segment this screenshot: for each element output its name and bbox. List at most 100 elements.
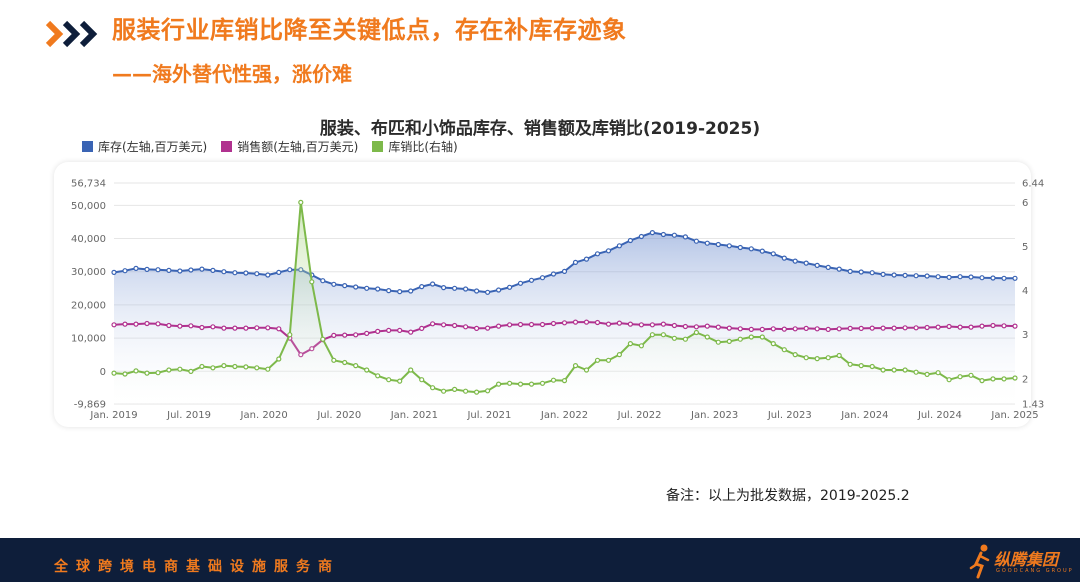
data-point-2 bbox=[759, 334, 765, 340]
data-point-2 bbox=[441, 388, 447, 394]
data-point-2 bbox=[682, 336, 689, 342]
data-point-2 bbox=[836, 352, 842, 359]
data-point-1 bbox=[276, 326, 282, 332]
data-point-2 bbox=[847, 361, 853, 367]
data-point-1 bbox=[397, 327, 403, 333]
x-tick-label: Jul. 2023 bbox=[767, 410, 812, 421]
data-point-2 bbox=[199, 363, 205, 370]
legend-item-inventory: 库存(左轴,百万美元) bbox=[82, 138, 207, 155]
x-tick-label: Jan. 2023 bbox=[690, 410, 738, 421]
data-point-1 bbox=[210, 324, 216, 330]
data-point-2 bbox=[924, 371, 930, 377]
data-point-0 bbox=[342, 283, 348, 289]
data-point-0 bbox=[583, 256, 590, 262]
page-subtitle: ——海外替代性强，涨价难 bbox=[112, 62, 352, 86]
data-point-2 bbox=[210, 365, 216, 371]
data-point-1 bbox=[122, 321, 128, 327]
data-point-1 bbox=[605, 321, 612, 327]
data-point-2 bbox=[496, 381, 502, 387]
chart-legend: 库存(左轴,百万美元) 销售额(左轴,百万美元) 库销比(右轴) bbox=[82, 138, 458, 155]
data-point-2 bbox=[320, 336, 326, 342]
data-point-2 bbox=[144, 370, 150, 376]
data-point-2 bbox=[704, 334, 710, 340]
x-tick-label: Jan. 2019 bbox=[89, 410, 137, 421]
data-point-2 bbox=[397, 378, 403, 384]
data-point-0 bbox=[792, 258, 798, 264]
data-point-2 bbox=[792, 352, 798, 358]
data-point-0 bbox=[726, 243, 732, 249]
data-point-0 bbox=[375, 286, 381, 292]
legend-swatch-ratio bbox=[372, 141, 384, 152]
data-point-0 bbox=[990, 275, 996, 281]
data-point-2 bbox=[452, 386, 458, 392]
data-point-1 bbox=[364, 330, 370, 336]
data-point-1 bbox=[649, 322, 656, 328]
data-point-2 bbox=[111, 370, 117, 376]
data-point-1 bbox=[331, 332, 337, 338]
data-point-0 bbox=[605, 248, 612, 254]
data-point-1 bbox=[616, 320, 623, 326]
data-point-1 bbox=[353, 332, 359, 338]
data-point-0 bbox=[122, 268, 128, 274]
data-point-0 bbox=[463, 286, 469, 292]
data-point-0 bbox=[660, 231, 667, 238]
data-point-0 bbox=[814, 262, 820, 268]
x-tick-label: Jul. 2020 bbox=[316, 410, 361, 421]
data-point-0 bbox=[188, 267, 194, 273]
x-tick-label: Jul. 2021 bbox=[466, 410, 511, 421]
data-point-1 bbox=[485, 325, 491, 331]
data-point-2 bbox=[572, 363, 579, 369]
data-point-0 bbox=[913, 273, 919, 279]
data-point-2 bbox=[309, 279, 315, 285]
data-point-0 bbox=[968, 274, 974, 280]
data-point-0 bbox=[199, 266, 205, 272]
data-point-0 bbox=[572, 259, 579, 265]
data-point-0 bbox=[265, 272, 271, 278]
legend-label-ratio: 库销比(右轴) bbox=[388, 140, 458, 154]
data-point-2 bbox=[561, 378, 568, 384]
data-point-1 bbox=[858, 325, 864, 331]
data-point-1 bbox=[561, 320, 568, 326]
data-point-1 bbox=[627, 321, 634, 327]
y-left-tick-label: 50,000 bbox=[71, 201, 106, 212]
data-point-2 bbox=[781, 347, 787, 353]
data-point-2 bbox=[968, 372, 974, 378]
data-point-1 bbox=[386, 327, 392, 333]
data-point-0 bbox=[364, 285, 370, 291]
data-point-2 bbox=[188, 368, 194, 374]
data-point-2 bbox=[649, 332, 656, 338]
data-point-0 bbox=[254, 271, 260, 277]
data-point-0 bbox=[704, 240, 710, 246]
y-right-tick-label: 6.44 bbox=[1022, 179, 1044, 190]
company-logo: 纵腾集团 GOODCANG GROUP bbox=[968, 542, 1072, 580]
data-note: 备注：以上为批发数据，2019-2025.2 bbox=[666, 488, 910, 504]
data-point-1 bbox=[990, 322, 996, 329]
data-point-0 bbox=[1001, 275, 1007, 281]
y-left-tick-label: 30,000 bbox=[71, 267, 106, 278]
data-point-0 bbox=[979, 275, 985, 281]
data-point-2 bbox=[715, 339, 721, 345]
data-point-1 bbox=[913, 325, 919, 331]
data-point-2 bbox=[276, 356, 282, 362]
data-point-1 bbox=[825, 326, 831, 332]
data-point-0 bbox=[474, 288, 480, 294]
legend-label-sales: 销售额(左轴,百万美元) bbox=[237, 140, 359, 154]
data-point-0 bbox=[836, 266, 842, 272]
data-point-0 bbox=[419, 284, 425, 290]
data-point-0 bbox=[858, 269, 864, 275]
y-left-tick-label: 0 bbox=[100, 367, 106, 378]
data-point-1 bbox=[803, 325, 809, 331]
data-point-2 bbox=[726, 338, 732, 344]
data-point-2 bbox=[364, 367, 370, 373]
data-point-2 bbox=[254, 365, 260, 371]
data-point-1 bbox=[946, 323, 952, 330]
data-point-2 bbox=[1001, 376, 1007, 382]
x-tick-label: Jan. 2021 bbox=[390, 410, 438, 421]
data-point-1 bbox=[1012, 323, 1018, 329]
data-point-1 bbox=[869, 325, 875, 331]
data-point-2 bbox=[342, 359, 348, 366]
data-point-1 bbox=[836, 326, 842, 332]
data-point-0 bbox=[935, 274, 941, 280]
data-point-1 bbox=[957, 324, 963, 330]
data-point-2 bbox=[155, 370, 161, 376]
